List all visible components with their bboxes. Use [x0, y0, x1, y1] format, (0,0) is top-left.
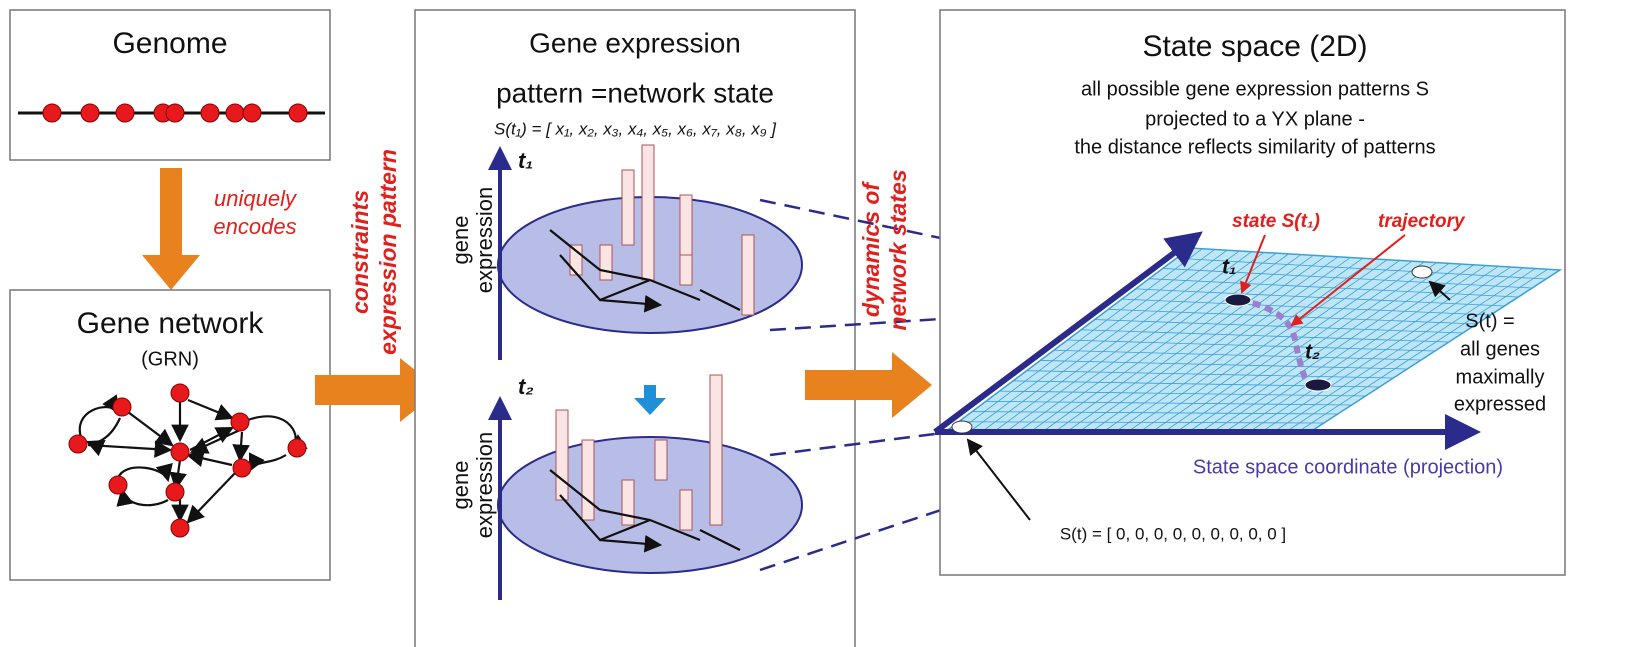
max-label: maximally — [1456, 366, 1545, 388]
trajectory-path — [1239, 297, 1308, 380]
max-label: expressed — [1454, 393, 1546, 415]
max-label: S(t) = — [1465, 310, 1514, 332]
zero-label: S(t) = [ 0, 0, 0, 0, 0, 0, 0, 0, 0 ] — [1060, 524, 1286, 543]
y-axis — [933, 231, 1203, 435]
network-title: Gene network — [77, 307, 265, 340]
max-point — [1411, 265, 1433, 279]
trajectory-label: trajectory — [1378, 211, 1466, 232]
plane-grid-line — [1149, 278, 1519, 298]
state-vector: S(t₁) = [ x₁, x₂, x₃, x₄, x₅, x₆, x₇, x₈… — [494, 119, 777, 138]
plane-grid-line — [999, 390, 1366, 397]
state-space-description: the distance reflects similarity of patt… — [1074, 136, 1435, 158]
plane-grid-line — [1094, 319, 1463, 334]
dynamics-label: network states — [885, 169, 911, 330]
expression-title: Gene expression — [529, 27, 741, 58]
state-space-description: projected to a YX plane - — [1145, 108, 1365, 130]
state-point — [1224, 293, 1252, 307]
plane-grid-line — [985, 400, 1352, 406]
constraint-label: expression pattern — [375, 149, 401, 355]
time-label: t₂ — [518, 374, 534, 399]
plane-grid-line — [1053, 349, 1422, 361]
plane-grid-line — [1067, 339, 1436, 352]
blue-arrow — [634, 385, 666, 415]
genome-box — [9, 9, 331, 161]
plane-grid-line — [1162, 268, 1533, 289]
genome-title: Genome — [112, 27, 227, 60]
orange-arrow — [142, 168, 200, 290]
network-graph — [68, 383, 308, 538]
state-point — [1304, 378, 1332, 392]
plane-grid-line — [1135, 288, 1505, 307]
pointer — [1290, 234, 1406, 327]
orange-arrow — [315, 358, 440, 422]
state-space-title: State space (2D) — [1142, 30, 1367, 63]
time-label: t₂ — [1305, 341, 1320, 364]
plane-grid-line — [1040, 360, 1408, 370]
pointer — [1428, 280, 1451, 301]
axis-label: gene — [448, 461, 473, 510]
expression-title: pattern =network state — [496, 77, 774, 108]
time-label: t₁ — [1222, 256, 1236, 279]
state-label: state S(t₁) — [1232, 211, 1320, 232]
constraint-label: constraints — [347, 190, 373, 314]
axis-label: expression — [472, 432, 497, 538]
expression-network-top — [497, 144, 803, 334]
orange-arrow — [805, 352, 932, 418]
plane-grid-line — [958, 421, 1324, 424]
state-axis-label: State space coordinate (projection) — [1193, 456, 1503, 478]
axis-label: expression — [472, 187, 497, 293]
axis-label: gene — [448, 216, 473, 265]
pointer — [966, 438, 1031, 521]
plane-grid-line — [1026, 370, 1394, 379]
pointer — [1240, 234, 1266, 294]
plane-grid-line — [1121, 298, 1491, 316]
time-label: t₁ — [518, 148, 533, 173]
plane-grid-line — [972, 411, 1338, 415]
zero-point — [951, 420, 973, 434]
encode-label: encodes — [213, 214, 296, 239]
max-label: all genes — [1460, 338, 1540, 360]
plane-grid-line — [1081, 329, 1449, 343]
network-subtitle: (GRN) — [141, 348, 199, 370]
genome-strand — [18, 103, 325, 123]
encode-label: uniquely — [214, 186, 298, 211]
dynamics-label: dynamics of — [858, 181, 884, 318]
expression-network-bottom — [497, 374, 803, 574]
state-space-description: all possible gene expression patterns S — [1081, 78, 1429, 100]
